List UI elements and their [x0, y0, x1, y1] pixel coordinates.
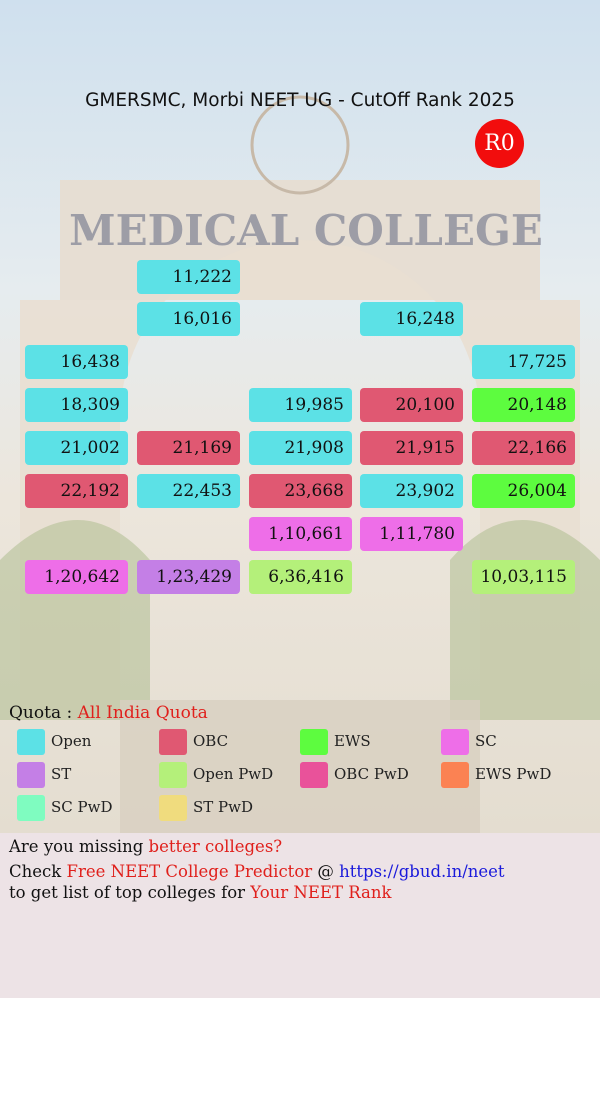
legend-label: OBC — [193, 732, 229, 750]
round-badge: R0 — [475, 119, 524, 168]
rank-box: 21,002 — [25, 431, 128, 465]
legend-label: ST — [51, 765, 72, 783]
text: @ — [317, 862, 334, 881]
legend-swatch — [441, 762, 469, 788]
rank-box: 16,248 — [360, 302, 463, 336]
rank-box: 16,438 — [25, 345, 128, 379]
legend-swatch — [17, 795, 45, 821]
rank-box: 16,016 — [137, 302, 240, 336]
quota-label: Quota : — [9, 703, 73, 723]
rank-box: 1,20,642 — [25, 560, 128, 594]
footer-line: Check Free NEET College Predictor @ http… — [9, 862, 505, 881]
rank-box: 19,985 — [249, 388, 352, 422]
legend-label: EWS — [334, 732, 371, 750]
legend-label: Open — [51, 732, 92, 750]
rank-box: 22,453 — [137, 474, 240, 508]
rank-box: 22,166 — [472, 431, 575, 465]
legend-swatch — [17, 729, 45, 755]
rank-box: 17,725 — [472, 345, 575, 379]
legend-label: OBC PwD — [334, 765, 409, 783]
rank-box: 22,192 — [25, 474, 128, 508]
rank-box: 20,148 — [472, 388, 575, 422]
legend-swatch — [17, 762, 45, 788]
title: GMERSMC, Morbi NEET UG - CutOff Rank 202… — [85, 90, 515, 111]
legend-label: ST PwD — [193, 798, 254, 816]
quota-line: Quota : All India Quota — [9, 703, 208, 723]
rank-box: 1,10,661 — [249, 517, 352, 551]
rank-box: 11,222 — [137, 260, 240, 294]
rank-box: 23,668 — [249, 474, 352, 508]
text: to get list of top colleges for — [9, 883, 246, 902]
footer: Are you missing better colleges? Check F… — [0, 833, 600, 998]
legend-swatch — [159, 729, 187, 755]
rank-box: 20,100 — [360, 388, 463, 422]
legend-label: SC PwD — [51, 798, 113, 816]
rank-box: 26,004 — [472, 474, 575, 508]
highlight: Your NEET Rank — [250, 883, 392, 902]
text: Are you missing — [9, 837, 144, 856]
highlight: better colleges? — [148, 837, 283, 856]
legend-swatch — [300, 762, 328, 788]
legend-swatch — [300, 729, 328, 755]
legend-swatch — [159, 795, 187, 821]
rank-box: 1,23,429 — [137, 560, 240, 594]
footer-line: Are you missing better colleges? — [9, 837, 282, 856]
rank-box: 21,915 — [360, 431, 463, 465]
rank-box: 6,36,416 — [249, 560, 352, 594]
rank-box: 21,908 — [249, 431, 352, 465]
background-text: MEDICAL COLLEGE — [69, 206, 543, 255]
rank-box: 21,169 — [137, 431, 240, 465]
text: Check — [9, 862, 62, 881]
link[interactable]: https://gbud.in/neet — [339, 862, 505, 881]
legend-label: EWS PwD — [475, 765, 552, 783]
highlight[interactable]: Free NEET College Predictor — [66, 862, 313, 881]
rank-box: 10,03,115 — [472, 560, 575, 594]
footer-line: to get list of top colleges for Your NEE… — [9, 883, 391, 902]
rank-box: 18,309 — [25, 388, 128, 422]
legend-label: Open PwD — [193, 765, 274, 783]
legend-label: SC — [475, 732, 497, 750]
quota-value: All India Quota — [77, 703, 208, 723]
legend-swatch — [441, 729, 469, 755]
legend-swatch — [159, 762, 187, 788]
rank-box: 1,11,780 — [360, 517, 463, 551]
rank-box: 23,902 — [360, 474, 463, 508]
